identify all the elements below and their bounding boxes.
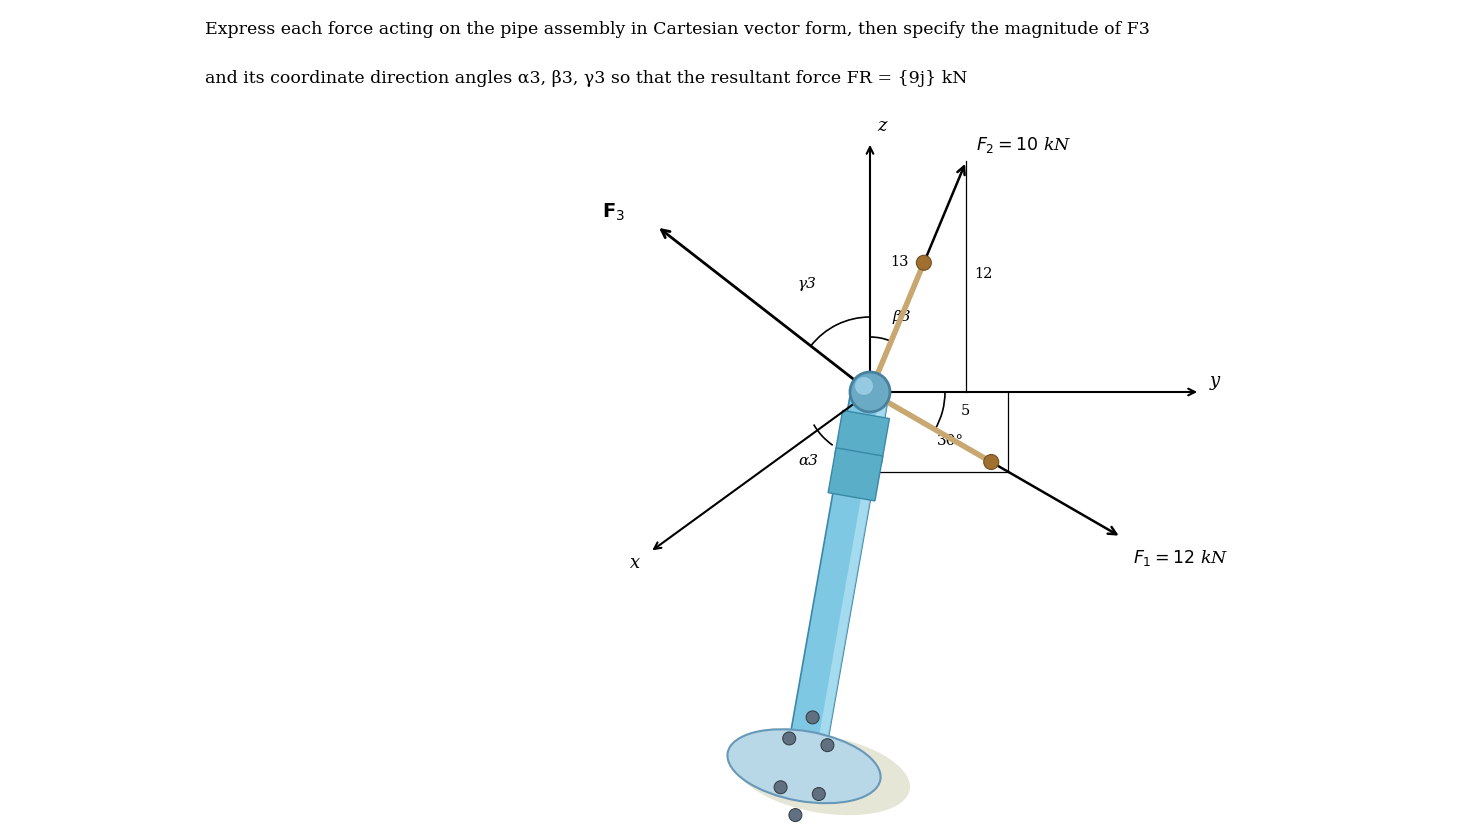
Polygon shape (834, 411, 890, 464)
Circle shape (984, 455, 998, 470)
Circle shape (821, 739, 834, 752)
Text: $F_2 = 10$ kN: $F_2 = 10$ kN (976, 135, 1072, 155)
Polygon shape (829, 448, 883, 501)
Text: z: z (877, 117, 887, 135)
Circle shape (916, 256, 931, 271)
Text: $F_1 = 12$ kN: $F_1 = 12$ kN (1133, 547, 1228, 567)
Polygon shape (785, 390, 864, 765)
Text: $\mathbf{F}_3$: $\mathbf{F}_3$ (602, 201, 625, 222)
Text: 13: 13 (890, 255, 909, 268)
Text: and its coordinate direction angles α3, β3, γ3 so that the resultant force FR = : and its coordinate direction angles α3, … (205, 70, 968, 88)
Polygon shape (814, 394, 889, 770)
Ellipse shape (733, 734, 911, 815)
Circle shape (789, 809, 802, 821)
Text: α3: α3 (798, 453, 818, 467)
Circle shape (783, 732, 796, 745)
Text: γ3: γ3 (798, 277, 817, 290)
Circle shape (855, 378, 873, 395)
Text: β3: β3 (892, 309, 911, 323)
Circle shape (813, 787, 826, 801)
Circle shape (851, 372, 890, 413)
Text: x: x (630, 553, 640, 571)
Text: y: y (1211, 371, 1220, 390)
Ellipse shape (728, 729, 880, 803)
Circle shape (774, 781, 788, 794)
Text: 5: 5 (962, 404, 971, 418)
Text: Express each force acting on the pipe assembly in Cartesian vector form, then sp: Express each force acting on the pipe as… (205, 21, 1149, 38)
Text: 12: 12 (974, 266, 993, 280)
Text: 30°: 30° (937, 433, 963, 447)
Polygon shape (785, 390, 889, 770)
Circle shape (807, 711, 820, 724)
